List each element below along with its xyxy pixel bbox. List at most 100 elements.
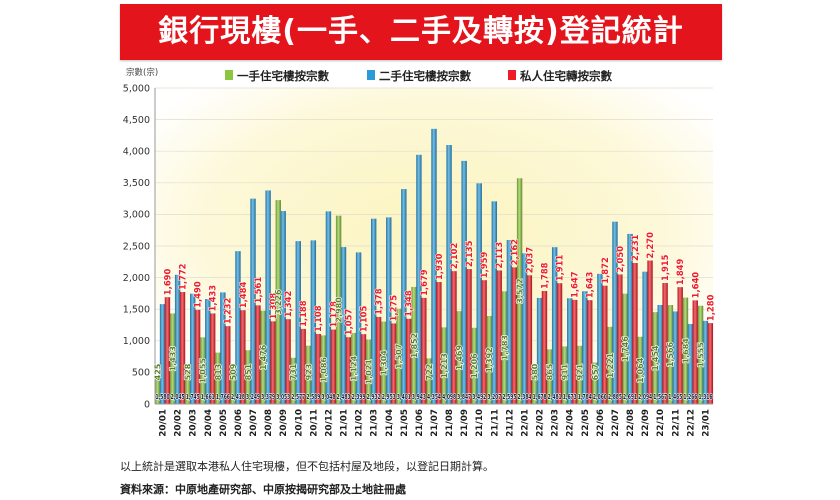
label-first-hand-20-04: 1,055 bbox=[199, 358, 208, 384]
legend-label-first-hand: 一手住宅樓按宗數 bbox=[237, 69, 329, 83]
bar-second-hand-22-10 bbox=[657, 304, 663, 404]
label-refinance-20-07: 1,561 bbox=[253, 277, 263, 304]
label-refinance-23-01: 1,280 bbox=[705, 294, 715, 321]
bar-first-hand-21-06 bbox=[411, 286, 417, 404]
x-tick-label-22-06: 22/06 bbox=[596, 409, 606, 437]
label-second-hand-22-09: 2,094 bbox=[638, 392, 652, 401]
label-second-hand-20-05: 1,766 bbox=[216, 392, 230, 401]
label-first-hand-21-11: 1,392 bbox=[485, 347, 494, 372]
label-first-hand-22-02: 580 bbox=[530, 363, 539, 380]
y-tick-label: 1,000 bbox=[123, 336, 150, 347]
label-first-hand-20-10: 731 bbox=[289, 363, 298, 380]
label-refinance-22-01: 2,037 bbox=[524, 247, 534, 274]
x-tick-label-20-11: 20/11 bbox=[309, 409, 319, 437]
label-first-hand-22-05: 921 bbox=[576, 363, 585, 380]
legend-swatch-first-hand bbox=[225, 70, 233, 80]
bar-first-hand-20-10 bbox=[290, 357, 297, 404]
label-refinance-22-03: 1,911 bbox=[555, 255, 565, 282]
bar-first-hand-22-02 bbox=[531, 367, 538, 404]
y-tick-label: 1,500 bbox=[123, 305, 150, 316]
bar-second-hand-20-12 bbox=[325, 211, 332, 404]
label-first-hand-22-06: 657 bbox=[591, 364, 600, 381]
data-labels: 425 1,690 1,580 1,433 1,772 2,045 528 1,490 1,74… bbox=[153, 231, 716, 401]
x-tick-label-21-12: 21/12 bbox=[505, 409, 515, 437]
bar-refinance-20-02 bbox=[179, 292, 186, 404]
bar-second-hand-21-09 bbox=[461, 160, 467, 404]
label-first-hand-20-05: 813 bbox=[214, 364, 223, 381]
bar-refinance-21-01 bbox=[345, 337, 352, 404]
bar-second-hand-20-10 bbox=[295, 241, 301, 404]
bar-refinance-22-11 bbox=[677, 287, 683, 404]
x-tick-label-21-10: 21/10 bbox=[475, 409, 485, 437]
x-tick-label-21-03: 21/03 bbox=[370, 409, 380, 437]
bar-first-hand-20-09 bbox=[275, 200, 281, 404]
bars bbox=[154, 128, 714, 404]
bar-second-hand-22-05 bbox=[582, 291, 588, 404]
x-tick-label-20-04: 20/04 bbox=[204, 409, 214, 437]
bar-refinance-21-11 bbox=[496, 270, 502, 404]
label-second-hand-23-01: 1,316 bbox=[698, 392, 712, 401]
label-refinance-21-01: 1,057 bbox=[343, 309, 353, 336]
x-tick-label-20-02: 20/02 bbox=[174, 409, 184, 437]
bar-refinance-22-04 bbox=[571, 299, 578, 404]
label-second-hand-21-09: 3,847 bbox=[457, 392, 471, 401]
bar-first-hand-20-12 bbox=[320, 335, 327, 404]
bar-first-hand-22-06 bbox=[592, 362, 598, 404]
bar-first-hand-20-05 bbox=[215, 352, 221, 404]
bar-refinance-20-06 bbox=[240, 310, 246, 404]
bar-refinance-23-01 bbox=[707, 323, 714, 404]
label-first-hand-22-12: 1,684 bbox=[681, 338, 690, 364]
bar-refinance-21-05 bbox=[406, 318, 412, 404]
label-first-hand-21-08: 1,213 bbox=[440, 353, 449, 378]
bar-second-hand-22-02 bbox=[536, 297, 543, 404]
legend-label-refinance: 私人住宅轉按宗數 bbox=[520, 69, 612, 83]
bar-first-hand-21-09 bbox=[456, 311, 462, 404]
label-refinance-22-06: 1,872 bbox=[600, 257, 610, 284]
label-first-hand-20-12: 1,086 bbox=[319, 357, 328, 383]
label-refinance-21-09: 2,135 bbox=[464, 240, 474, 267]
bar-second-hand-21-05 bbox=[401, 189, 407, 404]
label-first-hand-21-09: 1,469 bbox=[455, 344, 464, 370]
bar-refinance-20-09 bbox=[285, 319, 291, 404]
label-refinance-22-04: 1,647 bbox=[570, 271, 580, 298]
bar-first-hand-20-01 bbox=[154, 377, 161, 404]
bar-second-hand-22-07 bbox=[612, 221, 618, 404]
bar-refinance-20-08 bbox=[270, 321, 276, 404]
bar-second-hand-20-09 bbox=[280, 211, 286, 404]
label-refinance-22-11: 1,849 bbox=[675, 258, 685, 285]
bar-refinance-20-12 bbox=[330, 329, 337, 404]
label-second-hand-20-10: 2,577 bbox=[291, 392, 305, 401]
y-tick-label: 500 bbox=[132, 368, 150, 379]
x-tick-label-21-08: 21/08 bbox=[445, 409, 455, 437]
footnote-note: 以上統計是選取本港私人住宅現樓，但不包括村屋及地段，以登記日期計算。 bbox=[120, 460, 494, 473]
x-tick-label-20-10: 20/10 bbox=[294, 409, 304, 437]
label-first-hand-20-03: 528 bbox=[184, 363, 193, 380]
bar-refinance-21-02 bbox=[360, 334, 367, 404]
label-refinance-20-10: 1,188 bbox=[298, 300, 308, 327]
bar-first-hand-21-08 bbox=[441, 327, 447, 404]
bar-first-hand-22-07 bbox=[607, 326, 613, 404]
bar-first-hand-22-10 bbox=[652, 312, 659, 404]
label-first-hand-21-06: 1,852 bbox=[410, 333, 419, 358]
label-first-hand-21-10: 1,206 bbox=[470, 353, 479, 379]
bar-second-hand-22-01 bbox=[521, 253, 528, 404]
bar-refinance-22-07 bbox=[617, 274, 623, 404]
bar-second-hand-20-01 bbox=[159, 304, 166, 404]
bar-refinance-20-07 bbox=[255, 305, 261, 404]
bar-first-hand-21-07 bbox=[426, 358, 432, 404]
bar-refinance-21-08 bbox=[451, 271, 457, 404]
label-refinance-21-03: 1,378 bbox=[374, 288, 384, 315]
bar-refinance-21-06 bbox=[421, 297, 427, 404]
label-first-hand-22-01: 3,572 bbox=[515, 278, 524, 303]
label-second-hand-21-08: 4,098 bbox=[442, 392, 456, 401]
label-refinance-20-03: 1,490 bbox=[193, 281, 203, 308]
x-tick-label-20-08: 20/08 bbox=[264, 409, 274, 437]
footnote-source: 資料來源：中原地產研究部、中原按揭研究部及土地註冊處 bbox=[120, 483, 406, 496]
label-second-hand-20-09: 3,053 bbox=[276, 392, 290, 401]
legend-item-first-hand: 一手住宅樓按宗數 bbox=[225, 69, 329, 83]
bar-second-hand-21-10 bbox=[476, 183, 482, 404]
label-first-hand-22-11: 1,566 bbox=[666, 341, 675, 367]
bar-second-hand-20-02 bbox=[174, 274, 181, 404]
x-tick-label-21-11: 21/11 bbox=[490, 409, 500, 437]
label-refinance-21-10: 1,959 bbox=[479, 252, 489, 279]
